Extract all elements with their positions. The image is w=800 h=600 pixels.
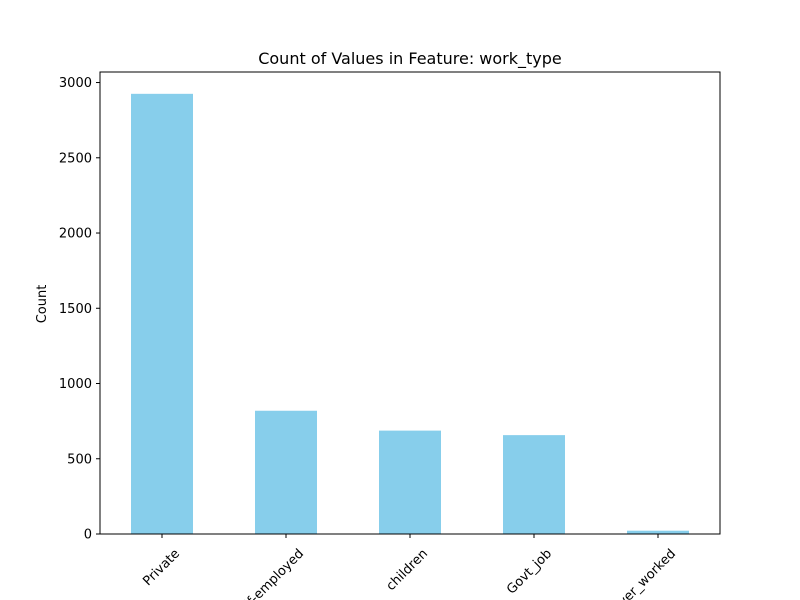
y-tick-label: 2000	[59, 227, 92, 242]
y-tick-label: 3000	[59, 76, 92, 91]
y-axis: 0 500 1000 1500 2000 2500 3000	[59, 76, 100, 543]
y-tick-label: 500	[67, 452, 92, 467]
plot-frame	[99, 71, 721, 535]
x-tick-label: Private	[140, 546, 183, 589]
x-tick-label: Govt_job	[504, 546, 555, 597]
bars-group	[131, 93, 689, 534]
y-tick-label: 0	[84, 528, 92, 543]
y-tick-label: 1500	[59, 302, 92, 317]
bar-self-employed	[255, 410, 317, 534]
x-tick-label: children	[384, 546, 431, 593]
bar-never-worked	[627, 530, 689, 534]
x-axis: Private Self-employed children Govt_job Neve…	[140, 534, 679, 600]
y-tick-label: 2500	[59, 151, 92, 166]
x-tick-label: Self-employed	[231, 546, 307, 600]
bar-govt-job	[503, 435, 565, 534]
chart-title: Count of Values in Feature: work_type	[258, 49, 562, 69]
y-axis-label: Count	[35, 285, 50, 324]
x-tick-label: Never_worked	[603, 546, 679, 600]
bar-children	[379, 430, 441, 534]
y-tick-label: 1000	[59, 377, 92, 392]
bar-private	[131, 93, 193, 534]
